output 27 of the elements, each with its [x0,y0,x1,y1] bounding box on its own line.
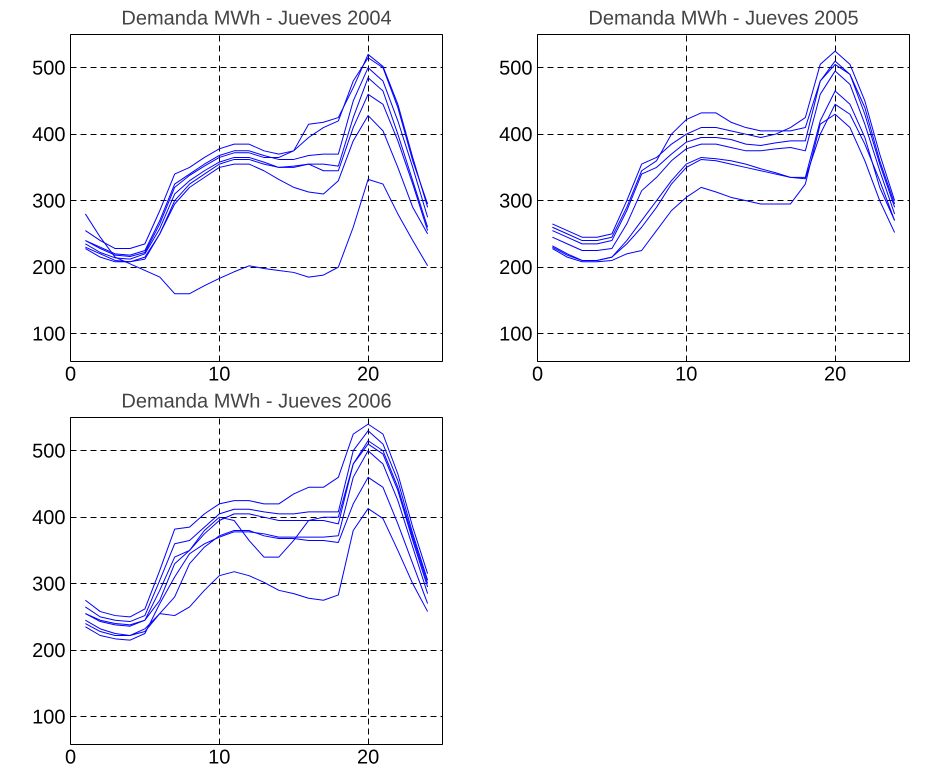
y-tick-label: 500 [499,58,533,80]
x-tick-label: 0 [64,746,76,767]
y-tick-label: 200 [499,257,533,280]
x-tick-label: 10 [675,364,698,386]
y-tick-label: 200 [32,640,66,662]
x-tick-label: 0 [532,364,544,386]
x-tick-label: 20 [824,364,846,386]
y-tick-label: 300 [32,574,66,596]
y-tick-label: 400 [499,124,533,146]
y-tick-label: 300 [32,190,66,213]
y-tick-label: 100 [32,706,66,729]
x-tick-label: 20 [356,746,380,767]
y-tick-label: 500 [32,440,66,463]
y-tick-label: 100 [499,324,533,346]
chart-title: Demanda MWh - Jueves 2006 [121,390,392,412]
y-tick-label: 100 [32,324,66,346]
x-tick-label: 20 [356,364,380,386]
x-tick-label: 10 [208,746,230,767]
y-tick-label: 300 [499,190,533,213]
y-tick-label: 400 [32,124,66,146]
chart-title: Demanda MWh - Jueves 2005 [588,8,859,30]
y-tick-label: 400 [32,507,66,530]
chart-title: Demanda MWh - Jueves 2004 [121,8,392,30]
x-tick-label: 0 [64,364,76,386]
y-tick-label: 200 [32,257,66,280]
x-tick-label: 10 [208,364,230,386]
y-tick-label: 500 [32,58,66,80]
